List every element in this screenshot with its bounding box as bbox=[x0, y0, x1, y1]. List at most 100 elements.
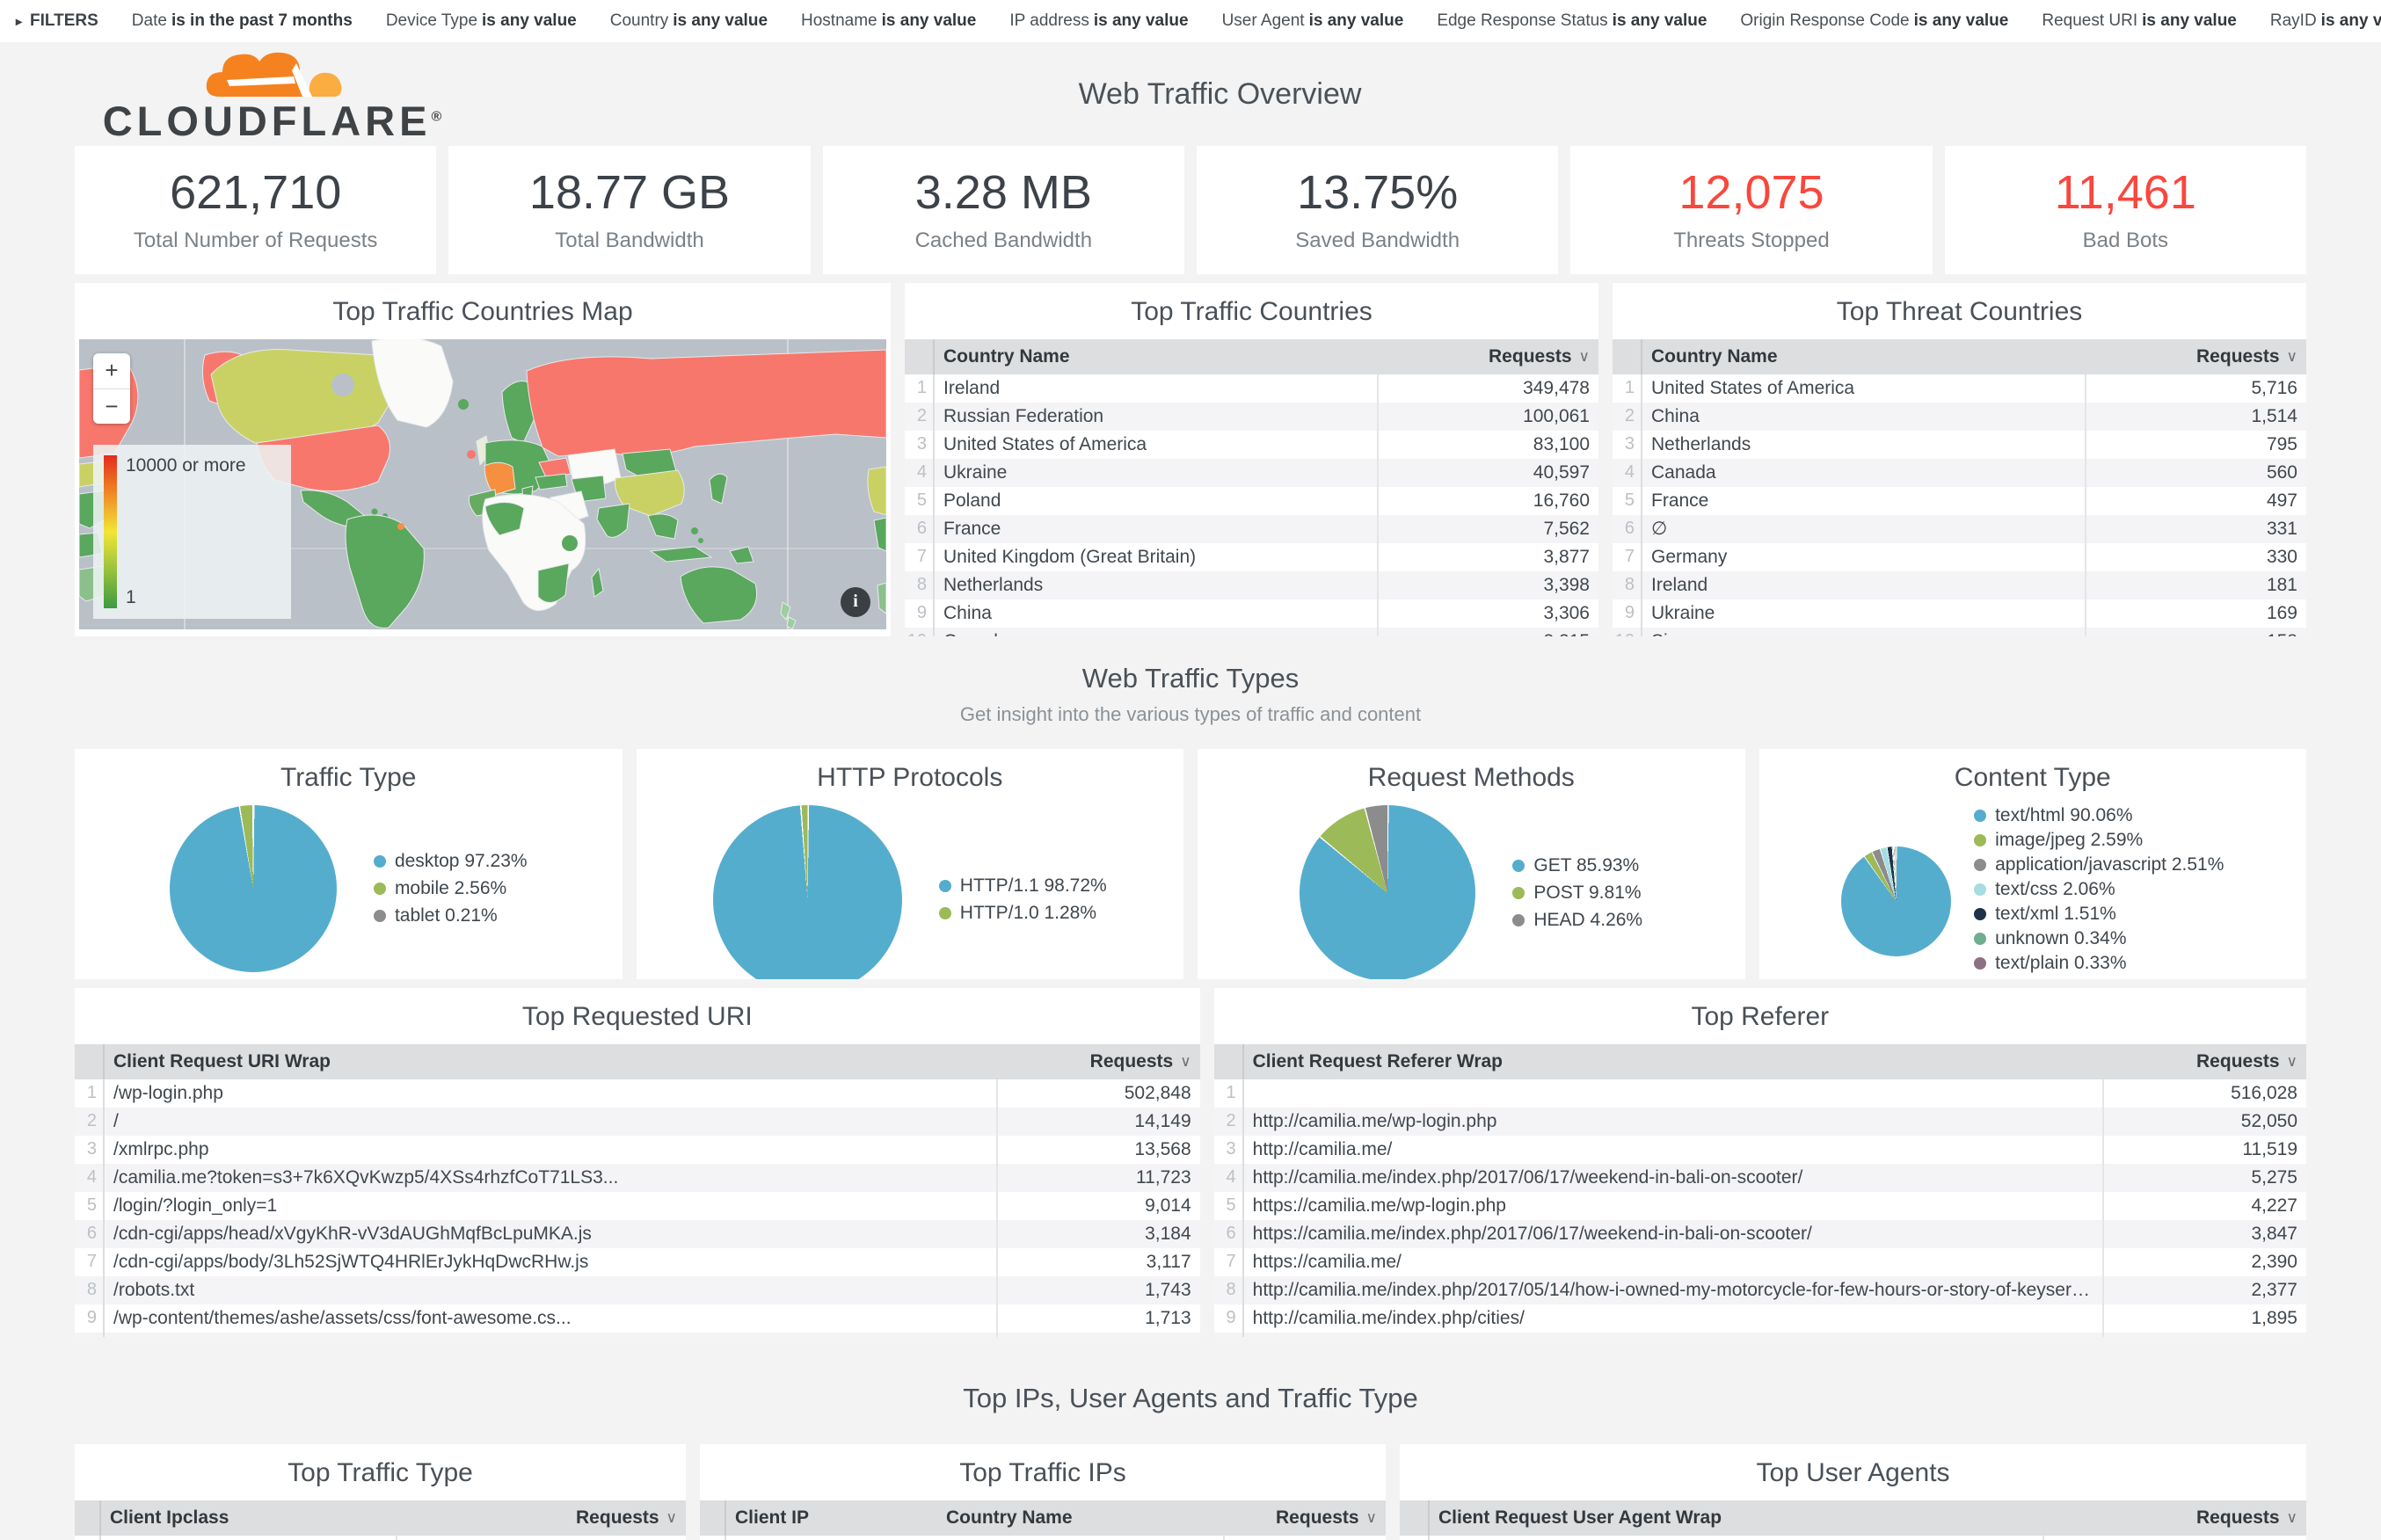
table-cell: 9,014 bbox=[995, 1191, 1200, 1220]
table-row[interactable]: 10Singapore158 bbox=[1613, 627, 2306, 636]
table-row[interactable]: 1185.234.218.33Ireland96,945 bbox=[700, 1535, 1386, 1540]
sort-chevron-icon[interactable]: ∨ bbox=[1578, 347, 1590, 365]
column-header[interactable]: Country Name bbox=[1651, 345, 1778, 367]
table-row[interactable]: 6 France 7,562 bbox=[905, 514, 1598, 543]
filter-item[interactable]: Hostname is any value bbox=[801, 11, 977, 30]
table-row[interactable]: 2 China 1,514 bbox=[1613, 402, 2306, 431]
column-header[interactable]: Client Request User Agent Wrap bbox=[1438, 1507, 1722, 1528]
row-number: 7 bbox=[905, 542, 935, 571]
table-cell: 3,184 bbox=[995, 1219, 1200, 1248]
table-row[interactable]: 7 https://camilia.me/2,390 bbox=[1213, 1247, 2306, 1276]
column-header[interactable]: Client IP bbox=[735, 1507, 810, 1528]
table-row[interactable]: 1Mozilla/5.0 (Windows NT 6.1; WOW64; rv:… bbox=[1400, 1535, 2306, 1540]
table-row[interactable]: 7 Germany 330 bbox=[1613, 542, 2306, 571]
column-header[interactable]: Requests ∨ bbox=[1489, 345, 1590, 367]
column-header[interactable]: Requests ∨ bbox=[2196, 1507, 2297, 1528]
table-row[interactable]: 2 / 14,149 bbox=[75, 1107, 1200, 1136]
table-row[interactable]: 2 Russian Federation 100,061 bbox=[905, 402, 1598, 431]
table-cell: 795 bbox=[2085, 430, 2306, 459]
row-number: 9 bbox=[1214, 1304, 1244, 1333]
filter-item[interactable]: Request URI is any value bbox=[2042, 11, 2237, 30]
table-cell: China bbox=[1651, 405, 1700, 426]
column-header[interactable]: Requests ∨ bbox=[1089, 1050, 1191, 1071]
info-icon[interactable]: i bbox=[841, 586, 870, 617]
table-row[interactable]: 3 Netherlands 795 bbox=[1613, 430, 2306, 459]
stat-label: Saved Bandwidth bbox=[1295, 228, 1460, 252]
column-header[interactable]: Requests ∨ bbox=[2196, 345, 2297, 367]
table-cell: 502,848 bbox=[995, 1079, 1200, 1108]
traffic-type-pie-chart[interactable] bbox=[169, 804, 337, 972]
filters-toggle[interactable]: ▸ FILTERS bbox=[16, 11, 98, 31]
table-row[interactable]: 7/cdn-cgi/apps/body/3Lh52SjWTQ4HRlErJykH… bbox=[75, 1247, 1200, 1276]
sort-chevron-icon[interactable]: ∨ bbox=[2286, 1508, 2297, 1526]
legend-item: tablet 0.21% bbox=[373, 905, 528, 926]
content-type-pie-chart[interactable] bbox=[1841, 846, 1952, 956]
table-row[interactable]: 2 http://camilia.me/wp-login.php 52,050 bbox=[1213, 1107, 2306, 1136]
filter-item[interactable]: IP address is any value bbox=[1009, 11, 1189, 30]
table-row[interactable]: 1 516,028 bbox=[1213, 1079, 2306, 1108]
column-header[interactable]: Country Name bbox=[946, 1507, 1073, 1528]
filter-item[interactable]: Origin Response Code is any value bbox=[1740, 11, 2009, 30]
table-row[interactable]: 8/robots.txt 1,743 bbox=[75, 1275, 1200, 1304]
sort-chevron-icon[interactable]: ∨ bbox=[2286, 347, 2297, 365]
table-row[interactable]: 1 Ireland 349,478 bbox=[905, 374, 1598, 403]
table-row[interactable]: 9 http://camilia.me/index.php/cities/1,89… bbox=[1213, 1304, 2306, 1333]
table-row[interactable]: 4 http://camilia.me/index.php/2017/06/17/… bbox=[1213, 1163, 2306, 1192]
legend-gradient-bar bbox=[104, 454, 117, 608]
http-protocols-legend: HTTP/1.1 98.72% HTTP/1.0 1.28% bbox=[938, 875, 1107, 924]
table-row[interactable]: 9 China 3,306 bbox=[905, 599, 1598, 628]
table-row[interactable]: 8 Ireland 181 bbox=[1613, 570, 2306, 599]
table-row[interactable]: 7 United Kingdom (Great Britain) 3,877 bbox=[905, 542, 1598, 571]
sort-chevron-icon[interactable]: ∨ bbox=[1180, 1052, 1191, 1070]
request-methods-chart-title: Request Methods bbox=[1367, 762, 1575, 792]
table-cell: 3,117 bbox=[995, 1247, 1200, 1276]
column-header[interactable]: Client Request Referer Wrap bbox=[1252, 1050, 1503, 1071]
table-header-row: Client IP Country Name Requests ∨ bbox=[700, 1500, 1386, 1536]
table-row[interactable]: 3/xmlrpc.php 13,568 bbox=[75, 1135, 1200, 1164]
table-row[interactable]: 6 ∅ 331 bbox=[1613, 514, 2306, 543]
zoom-in-button[interactable]: + bbox=[105, 357, 119, 383]
column-header[interactable]: Country Name bbox=[943, 345, 1070, 367]
table-row[interactable]: 6 https://camilia.me/index.php/2017/06/17… bbox=[1213, 1219, 2306, 1248]
table-row[interactable]: 8 http://camilia.me/index.php/2017/05/14/… bbox=[1213, 1275, 2306, 1304]
table-row[interactable]: 8 Netherlands 3,398 bbox=[905, 570, 1598, 599]
sort-chevron-icon[interactable]: ∨ bbox=[2286, 1052, 2297, 1070]
table-row[interactable]: 5 https://camilia.me/wp-login.php 4,227 bbox=[1213, 1191, 2306, 1220]
legend-label: GET 85.93% bbox=[1533, 854, 1640, 875]
table-row[interactable]: 4 Ukraine 40,597 bbox=[905, 458, 1598, 487]
table-row[interactable]: 1/wp-login.php 502,848 bbox=[75, 1079, 1200, 1108]
table-row[interactable]: 4/camilia.me?token=s3+7k6XQvKwzp5/4XSs4r… bbox=[75, 1163, 1200, 1192]
table-row[interactable]: 6/cdn-cgi/apps/head/xVgyKhR-vV3dAUGhMqfB… bbox=[75, 1219, 1200, 1248]
filter-item[interactable]: Date is in the past 7 months bbox=[131, 11, 353, 30]
table-row[interactable]: 9/wp-content/themes/ashe/assets/css/font… bbox=[75, 1304, 1200, 1333]
table-row[interactable]: 3 United States of America 83,100 bbox=[905, 430, 1598, 459]
table-row[interactable]: 5 France 497 bbox=[1613, 486, 2306, 515]
table-row[interactable]: 4 Canada 560 bbox=[1613, 458, 2306, 487]
filter-item[interactable]: Country is any value bbox=[609, 11, 768, 30]
sort-chevron-icon[interactable]: ∨ bbox=[1365, 1508, 1377, 1526]
filter-item[interactable]: Device Type is any value bbox=[385, 11, 577, 30]
column-header[interactable]: Requests ∨ bbox=[1276, 1507, 1377, 1528]
column-header[interactable]: Client Request URI Wrap bbox=[113, 1050, 331, 1071]
zoom-out-button[interactable]: − bbox=[93, 388, 130, 424]
table-row[interactable]: 9 Ukraine 169 bbox=[1613, 599, 2306, 628]
table-row[interactable]: 10Canada3,215 bbox=[905, 627, 1598, 636]
table-row[interactable]: 10/wp-content/themes/ashe/style.css?ver=… bbox=[75, 1332, 1200, 1337]
table-row[interactable]: 5/login/?login_only=1 9,014 bbox=[75, 1191, 1200, 1220]
column-header[interactable]: Client Ipclass bbox=[110, 1507, 229, 1528]
table-row[interactable]: 10http://camilia.me/index.php/about/1,47… bbox=[1213, 1332, 2306, 1337]
filter-item[interactable]: Edge Response Status is any value bbox=[1437, 11, 1707, 30]
legend-item: text/css 2.06% bbox=[1974, 879, 2224, 900]
table-row[interactable]: 3 http://camilia.me/11,519 bbox=[1213, 1135, 2306, 1164]
table-row[interactable]: 1noRecord568,088 bbox=[75, 1535, 686, 1540]
request-methods-pie-chart[interactable] bbox=[1300, 804, 1476, 979]
http-protocols-pie-chart[interactable] bbox=[712, 804, 902, 979]
filter-item[interactable]: User Agent is any value bbox=[1221, 11, 1404, 30]
table-row[interactable]: 5 Poland 16,760 bbox=[905, 486, 1598, 515]
column-header[interactable]: Requests ∨ bbox=[2196, 1050, 2297, 1071]
sort-chevron-icon[interactable]: ∨ bbox=[666, 1508, 677, 1526]
column-header[interactable]: Requests ∨ bbox=[576, 1507, 677, 1528]
world-map[interactable]: + − 10000 or more 1 i bbox=[79, 338, 886, 629]
table-row[interactable]: 1 United States of America 5,716 bbox=[1613, 374, 2306, 403]
